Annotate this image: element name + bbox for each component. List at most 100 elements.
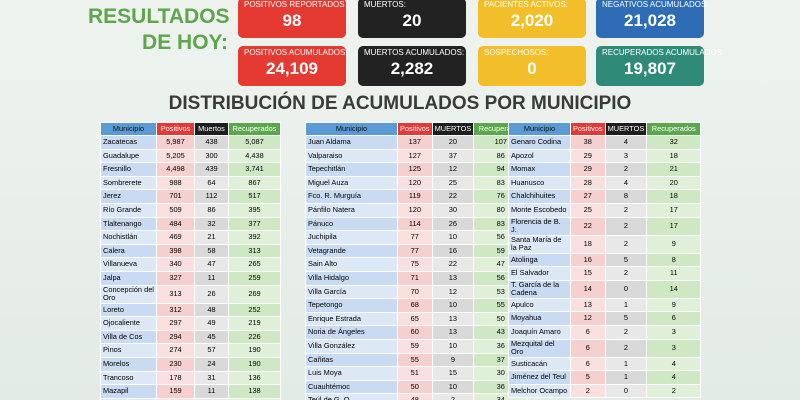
cell-value: 701 <box>156 189 195 204</box>
stat-label: RECUPERADOS ACUMULADOS: <box>602 48 725 57</box>
header-row: Municipio Positivos Muertos Recuperados <box>100 122 281 136</box>
cell-value: 5 <box>570 370 606 385</box>
cell-value: 77 <box>397 230 433 245</box>
cell-value: 274 <box>156 343 195 358</box>
stat-value: 21,028 <box>624 11 676 30</box>
table-row: Juchipila 77 10 56 <box>305 230 529 245</box>
stat-card: PACIENTES ACTIVOS: 2,020 <box>478 0 586 38</box>
table-row: Zacatecas 5,987 438 5,087 <box>100 135 281 150</box>
table-row: Concepción del Oro 313 26 269 <box>100 284 281 304</box>
cell-value: 6 <box>646 311 702 326</box>
cell-value: 4,438 <box>228 148 281 164</box>
stat-value: 0 <box>527 59 537 78</box>
cell-value: 15 <box>570 266 606 281</box>
municipio-name: Concepción del Oro <box>100 284 157 304</box>
header-row: Municipio Positivos MUERTOS Recuperados <box>305 122 529 136</box>
column-header: Positivos <box>570 122 606 136</box>
municipio-name: Pinos <box>100 343 157 358</box>
table-row: Tepetongo 68 10 55 <box>305 298 529 313</box>
stat-label: MUERTOS ACUMULADOS: <box>364 48 465 57</box>
municipio-name: Trancoso <box>100 370 157 386</box>
municipio-name: Luis Moya <box>305 366 398 381</box>
municipio-name: Fco. R. Murguía <box>305 189 398 204</box>
cell-value: 45 <box>194 329 229 345</box>
municipio-name: Juan Aldama <box>305 135 398 150</box>
stat-label: POSITIVOS ACUMULADOS: <box>244 48 348 57</box>
cell-value: 21 <box>194 230 229 245</box>
cell-value: 469 <box>156 230 195 245</box>
cell-value: 2 <box>604 266 648 281</box>
municipio-name: Miguel Auza <box>305 175 398 191</box>
cell-value: 2 <box>604 234 648 254</box>
cell-value: 58 <box>194 243 229 259</box>
cell-value: 5 <box>604 311 648 326</box>
cell-value: 294 <box>156 329 195 345</box>
cell-value: 11 <box>194 384 229 399</box>
cell-value: 2 <box>604 202 648 218</box>
cell-value: 17 <box>646 202 702 218</box>
cell-value: 5 <box>604 252 648 268</box>
cell-value: 29 <box>570 148 606 164</box>
cell-value: 0 <box>604 279 648 299</box>
cell-value: 2 <box>604 216 648 236</box>
municipio-name: Jerez <box>100 189 157 204</box>
cell-value: 2 <box>570 383 606 399</box>
cell-value: 10 <box>431 379 475 395</box>
municipio-name: Ojocaliente <box>100 316 157 331</box>
table-row: Pánuco 114 26 83 <box>305 216 529 232</box>
cell-value: 4 <box>646 370 702 385</box>
table-row: Juan Aldama 137 20 107 <box>305 135 529 150</box>
table-row: Genaro Codina 38 4 32 <box>508 135 702 150</box>
table-row: Chalchihuites 27 8 18 <box>508 189 702 204</box>
cell-value: 70 <box>397 284 433 300</box>
cell-value: 68 <box>397 298 433 313</box>
cell-value: 10 <box>431 338 475 354</box>
cell-value: 55 <box>397 352 433 368</box>
cell-value: 509 <box>156 202 195 218</box>
municipio-table: Municipio Positivos MUERTOS Recuperados Gena… <box>508 122 702 399</box>
municipio-name: Genaro Codina <box>508 135 571 150</box>
cell-value: 125 <box>397 162 433 177</box>
table-row: Mazapil 159 11 138 <box>100 384 281 399</box>
table-row: Huanusco 28 4 20 <box>508 175 702 191</box>
cell-value: 1 <box>604 297 648 313</box>
cell-value: 13 <box>431 325 475 340</box>
municipio-name: Cañitas <box>305 352 398 368</box>
cell-value: 114 <box>397 216 433 232</box>
municipio-name: Pánuco <box>305 216 398 232</box>
cell-value: 2 <box>604 338 648 358</box>
table-row: Trancoso 178 31 136 <box>100 370 281 386</box>
municipio-name: Pánfilo Natera <box>305 202 398 218</box>
municipio-name: Zacatecas <box>100 135 157 150</box>
cell-value: 0 <box>604 383 648 399</box>
cell-value: 398 <box>156 243 195 259</box>
cell-value: 29 <box>570 162 606 177</box>
municipio-name: El Salvador <box>508 266 571 281</box>
table-row: Santa María de la Paz 18 2 9 <box>508 234 702 254</box>
cell-value: 20 <box>646 175 702 191</box>
title: RESULTADOS DE HOY: <box>88 4 230 56</box>
table-row: Pinos 274 57 190 <box>100 343 281 358</box>
cell-value: 22 <box>431 257 475 272</box>
cell-value: 1 <box>604 356 648 372</box>
cell-value: 18 <box>646 148 702 164</box>
cell-value: 112 <box>194 189 229 204</box>
municipio-name: Villa García <box>305 284 398 300</box>
cell-value: 5,987 <box>156 135 195 150</box>
column-header: MUERTOS <box>431 122 475 136</box>
cell-value: 4,498 <box>156 162 195 177</box>
municipio-name: Jiménez del Teul <box>508 370 571 385</box>
column-header: Recuperados <box>228 122 281 136</box>
municipio-name: Villa de Cos <box>100 329 157 345</box>
cell-value: 50 <box>397 379 433 395</box>
cell-value: 1 <box>604 370 648 385</box>
section-title: DISTRIBUCIÓN DE ACUMULADOS POR MUNICIPIO <box>168 93 632 114</box>
cell-value: 57 <box>194 343 229 358</box>
stat-value: 20 <box>402 11 422 30</box>
cell-value: 30 <box>431 202 475 218</box>
municipio-name: Morelos <box>100 356 157 372</box>
table-row: Moyahua 12 5 6 <box>508 311 702 326</box>
municipio-name: Nochistlán <box>100 230 157 245</box>
table-row: Villa Hidalgo 71 13 56 <box>305 270 529 286</box>
table-row: Teúl de G. O. 48 2 34 <box>305 393 529 400</box>
